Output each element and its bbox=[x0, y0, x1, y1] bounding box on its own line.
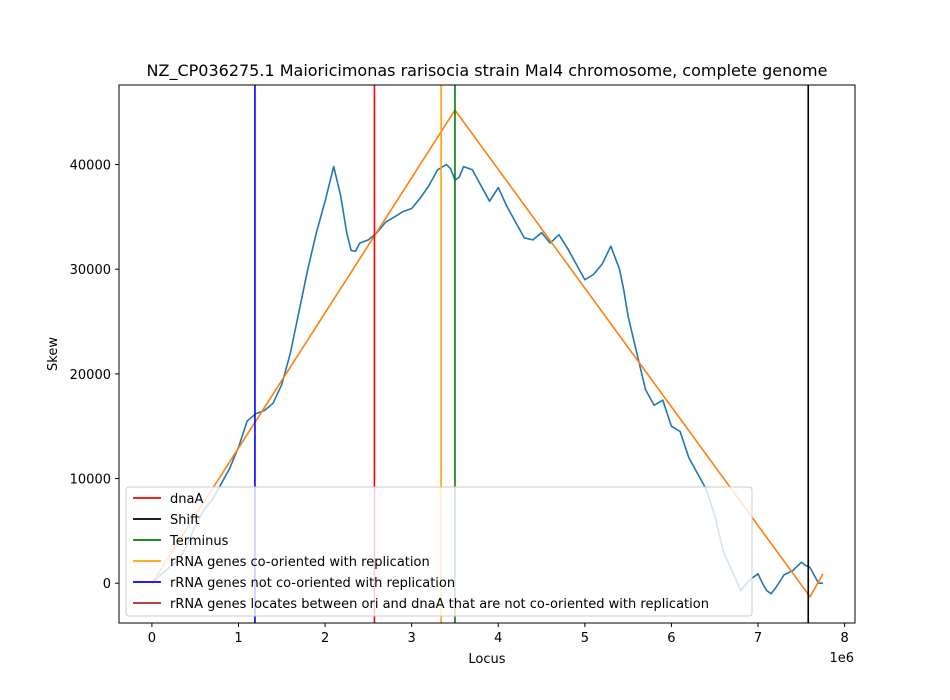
x-tick-label: 1 bbox=[234, 631, 242, 646]
x-axis-offset-label: 1e6 bbox=[829, 651, 854, 666]
legend-entry-label: Shift bbox=[170, 513, 200, 528]
legend-entry-label: dnaA bbox=[170, 492, 203, 507]
vline-layer bbox=[254, 85, 810, 623]
chart-title: NZ_CP036275.1 Maioricimonas rarisocia st… bbox=[147, 61, 828, 81]
y-axis-label: Skew bbox=[46, 337, 61, 371]
x-axis-label: Locus bbox=[468, 652, 505, 667]
plot-frame bbox=[118, 84, 856, 624]
x-tick-label: 6 bbox=[667, 631, 675, 646]
x-tick-label: 2 bbox=[321, 631, 329, 646]
legend-entry-label: rRNA genes locates between ori and dnaA … bbox=[170, 597, 709, 612]
x-tick-label: 8 bbox=[840, 631, 848, 646]
series-line-1 bbox=[151, 109, 824, 598]
legend-entry-label: rRNA genes co-oriented with replication bbox=[170, 555, 430, 570]
legend-entry-label: rRNA genes not co-oriented with replicat… bbox=[170, 576, 455, 591]
legend: dnaA Shift Terminus rRNA genes co-oriented … bbox=[125, 486, 753, 617]
y-tick-label: 20000 bbox=[70, 368, 111, 383]
y-tick-label: 40000 bbox=[70, 159, 111, 174]
x-tick-label: 5 bbox=[581, 631, 589, 646]
legend-entry-label: Terminus bbox=[169, 534, 229, 549]
y-tick-label: 0 bbox=[103, 577, 111, 592]
legend-box bbox=[125, 486, 753, 617]
x-tick-label: 7 bbox=[754, 631, 762, 646]
x-tick-label: 3 bbox=[408, 631, 416, 646]
x-tick-label: 0 bbox=[148, 631, 156, 646]
x-tick-label: 4 bbox=[494, 631, 502, 646]
y-tick-label: 10000 bbox=[70, 473, 111, 488]
y-axis: 0 10000 20000 30000 40000 bbox=[70, 159, 119, 592]
x-axis: 0 1 2 3 4 5 6 7 8 bbox=[148, 623, 849, 646]
y-tick-label: 30000 bbox=[70, 263, 111, 278]
